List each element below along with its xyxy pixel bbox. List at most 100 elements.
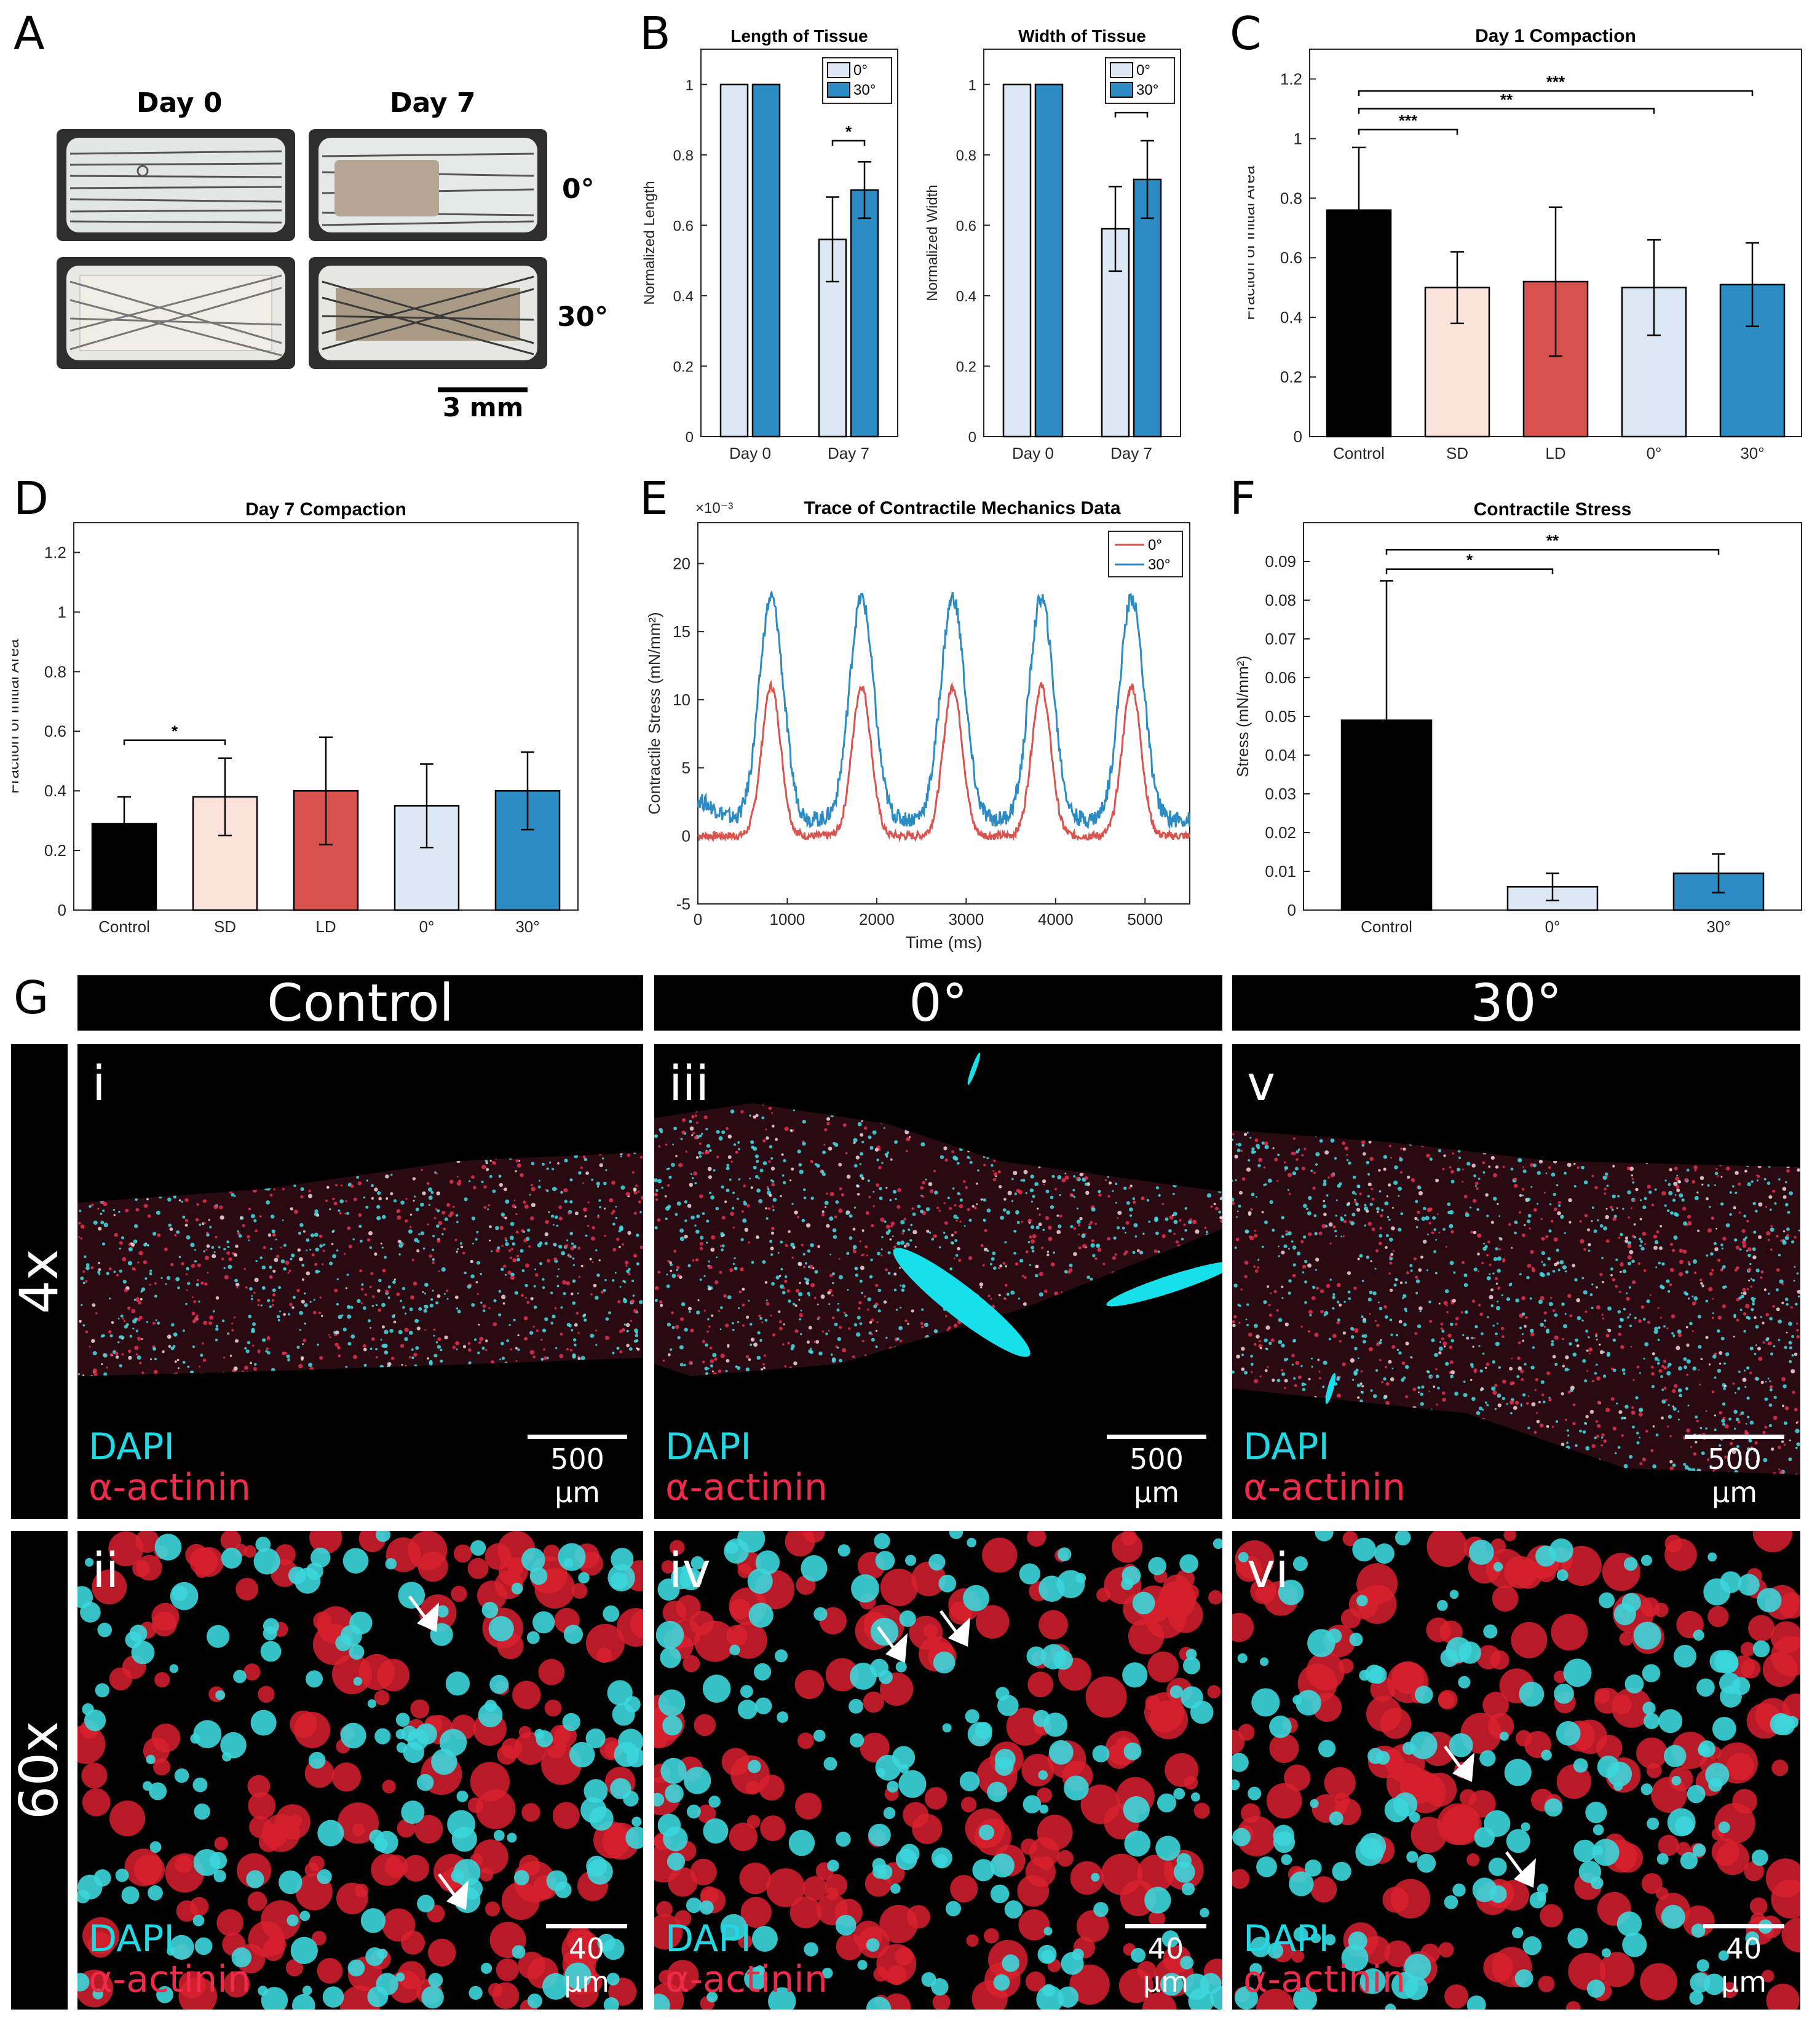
cell-actinin: [1256, 1989, 1295, 2010]
cell-actinin: [1726, 1753, 1754, 1781]
cell-nucleus: [1674, 1816, 1694, 1836]
cell-nucleus: [1269, 1715, 1292, 1738]
cell-nucleus: [737, 1700, 758, 1719]
cell-nucleus: [1673, 1644, 1696, 1668]
cell-nucleus: [1621, 1593, 1641, 1612]
cell-actinin: [1573, 1719, 1607, 1754]
cell-nucleus: [1452, 1883, 1466, 1897]
cell-nucleus: [456, 1790, 469, 1802]
cell-nucleus: [1292, 1556, 1308, 1571]
cell-actinin: [1144, 1692, 1184, 1733]
cell-actinin: [593, 1821, 631, 1859]
y-tick-label: 0: [1294, 427, 1302, 446]
y-tick-label: 0.4: [673, 288, 694, 305]
cell-actinin: [1069, 1964, 1110, 2005]
cell-nucleus: [1305, 1860, 1322, 1877]
cell-nucleus: [987, 1781, 1008, 1802]
cell-actinin: [1384, 1940, 1412, 1968]
cell-nucleus: [686, 1897, 702, 1914]
y-axis-label: Fraction of Initial Area: [1248, 165, 1258, 320]
cell-nucleus: [1122, 1566, 1141, 1585]
significance-stars: ***: [1399, 111, 1418, 130]
width-of-tissue-chart: Width of Tissue 0 0.2 0.4 0.6 0.8 1 Normalized …: [924, 26, 1181, 462]
cell-nucleus: [376, 1531, 390, 1542]
cell-actinin: [87, 1932, 114, 1958]
bar: [1133, 178, 1162, 438]
cell-nucleus: [513, 1870, 529, 1885]
cell-nucleus: [169, 1935, 194, 1960]
cell-nucleus: [1705, 1762, 1730, 1787]
cell-nucleus: [959, 1771, 980, 1792]
bar: [719, 84, 749, 438]
cell-nucleus: [1043, 1713, 1068, 1737]
cell-actinin: [1080, 1784, 1120, 1824]
cell-actinin: [470, 1762, 510, 1802]
cell-actinin: [133, 1854, 165, 1885]
cell-nucleus: [1190, 1792, 1200, 1802]
bar: [1002, 84, 1032, 438]
cell-nucleus: [353, 1677, 362, 1686]
cell-nucleus: [1048, 1740, 1074, 1765]
cell-nucleus: [395, 1972, 405, 1982]
cell-actinin: [358, 1654, 395, 1690]
cell-actinin: [1342, 1531, 1358, 1547]
arrow-shaft: [1443, 1745, 1464, 1771]
cell-nucleus: [1278, 1579, 1304, 1606]
cell-nucleus: [1468, 1540, 1494, 1565]
micrograph-control-4x: i DAPI α-actinin 500 µm: [77, 1044, 643, 1519]
cell-nucleus: [1522, 1936, 1542, 1955]
cell-nucleus: [564, 1962, 592, 1990]
cell-nucleus: [1042, 1984, 1056, 1997]
cell-nucleus: [1444, 1895, 1458, 1909]
cell-actinin: [428, 1938, 456, 1967]
cell-nucleus: [754, 1663, 772, 1681]
significance-stars: *: [1466, 551, 1473, 569]
cell-nucleus: [1188, 1988, 1214, 2010]
plot-area: [697, 522, 1190, 905]
x-tick-label: Day 7: [1110, 444, 1152, 462]
x-tick-label: Control: [98, 917, 150, 936]
cell-nucleus: [1449, 1590, 1459, 1599]
cell-actinin: [1536, 1562, 1556, 1582]
cell-actinin: [1039, 1856, 1053, 1871]
cell-nucleus: [1057, 1547, 1072, 1561]
cell-actinin: [521, 1803, 540, 1822]
cell-nucleus: [1591, 1877, 1604, 1890]
cell-nucleus: [611, 1572, 628, 1590]
cell-actinin: [1664, 1539, 1697, 1571]
cell-actinin: [1466, 1853, 1480, 1867]
cell-nucleus: [967, 1537, 976, 1548]
cell-actinin: [1112, 1532, 1143, 1563]
cell-nucleus: [82, 1703, 94, 1716]
cell-actinin: [1503, 1531, 1516, 1542]
micrograph-0deg-4x: iii DAPI α-actinin 500 µm: [654, 1044, 1222, 1519]
cell-nucleus: [1415, 1685, 1433, 1704]
cell-actinin: [235, 1578, 259, 1601]
legend-label: 0°: [853, 62, 868, 79]
row-header-4x: 4x: [9, 1044, 70, 1519]
cell-actinin: [1207, 1685, 1221, 1698]
cell-nucleus: [895, 1661, 907, 1673]
cell-actinin: [479, 1868, 494, 1882]
cell-nucleus: [1161, 1930, 1179, 1948]
cell-nucleus: [687, 1804, 701, 1819]
cell-nucleus: [1181, 1882, 1195, 1896]
cell-actinin: [1147, 1651, 1179, 1683]
cell-actinin: [243, 1545, 256, 1558]
cell-actinin: [1744, 1861, 1764, 1882]
y-axis-label: Fraction of Initial Area: [12, 639, 22, 794]
cell-nucleus: [938, 1574, 957, 1593]
cell-nucleus: [1093, 1902, 1109, 1917]
cell-nucleus: [1075, 1573, 1086, 1583]
cell-nucleus: [192, 1777, 208, 1792]
trace-line-30deg: [697, 590, 1190, 830]
cell-nucleus: [708, 1796, 721, 1808]
cell-actinin: [1762, 1652, 1798, 1687]
cell-actinin: [473, 1839, 508, 1875]
cell-actinin: [1168, 1598, 1203, 1633]
cell-nucleus: [1296, 1690, 1321, 1716]
cell-nucleus: [121, 1886, 140, 1904]
cell-actinin: [1021, 1838, 1037, 1855]
cell-nucleus: [755, 1550, 780, 1575]
cell-actinin: [1438, 1942, 1454, 1958]
